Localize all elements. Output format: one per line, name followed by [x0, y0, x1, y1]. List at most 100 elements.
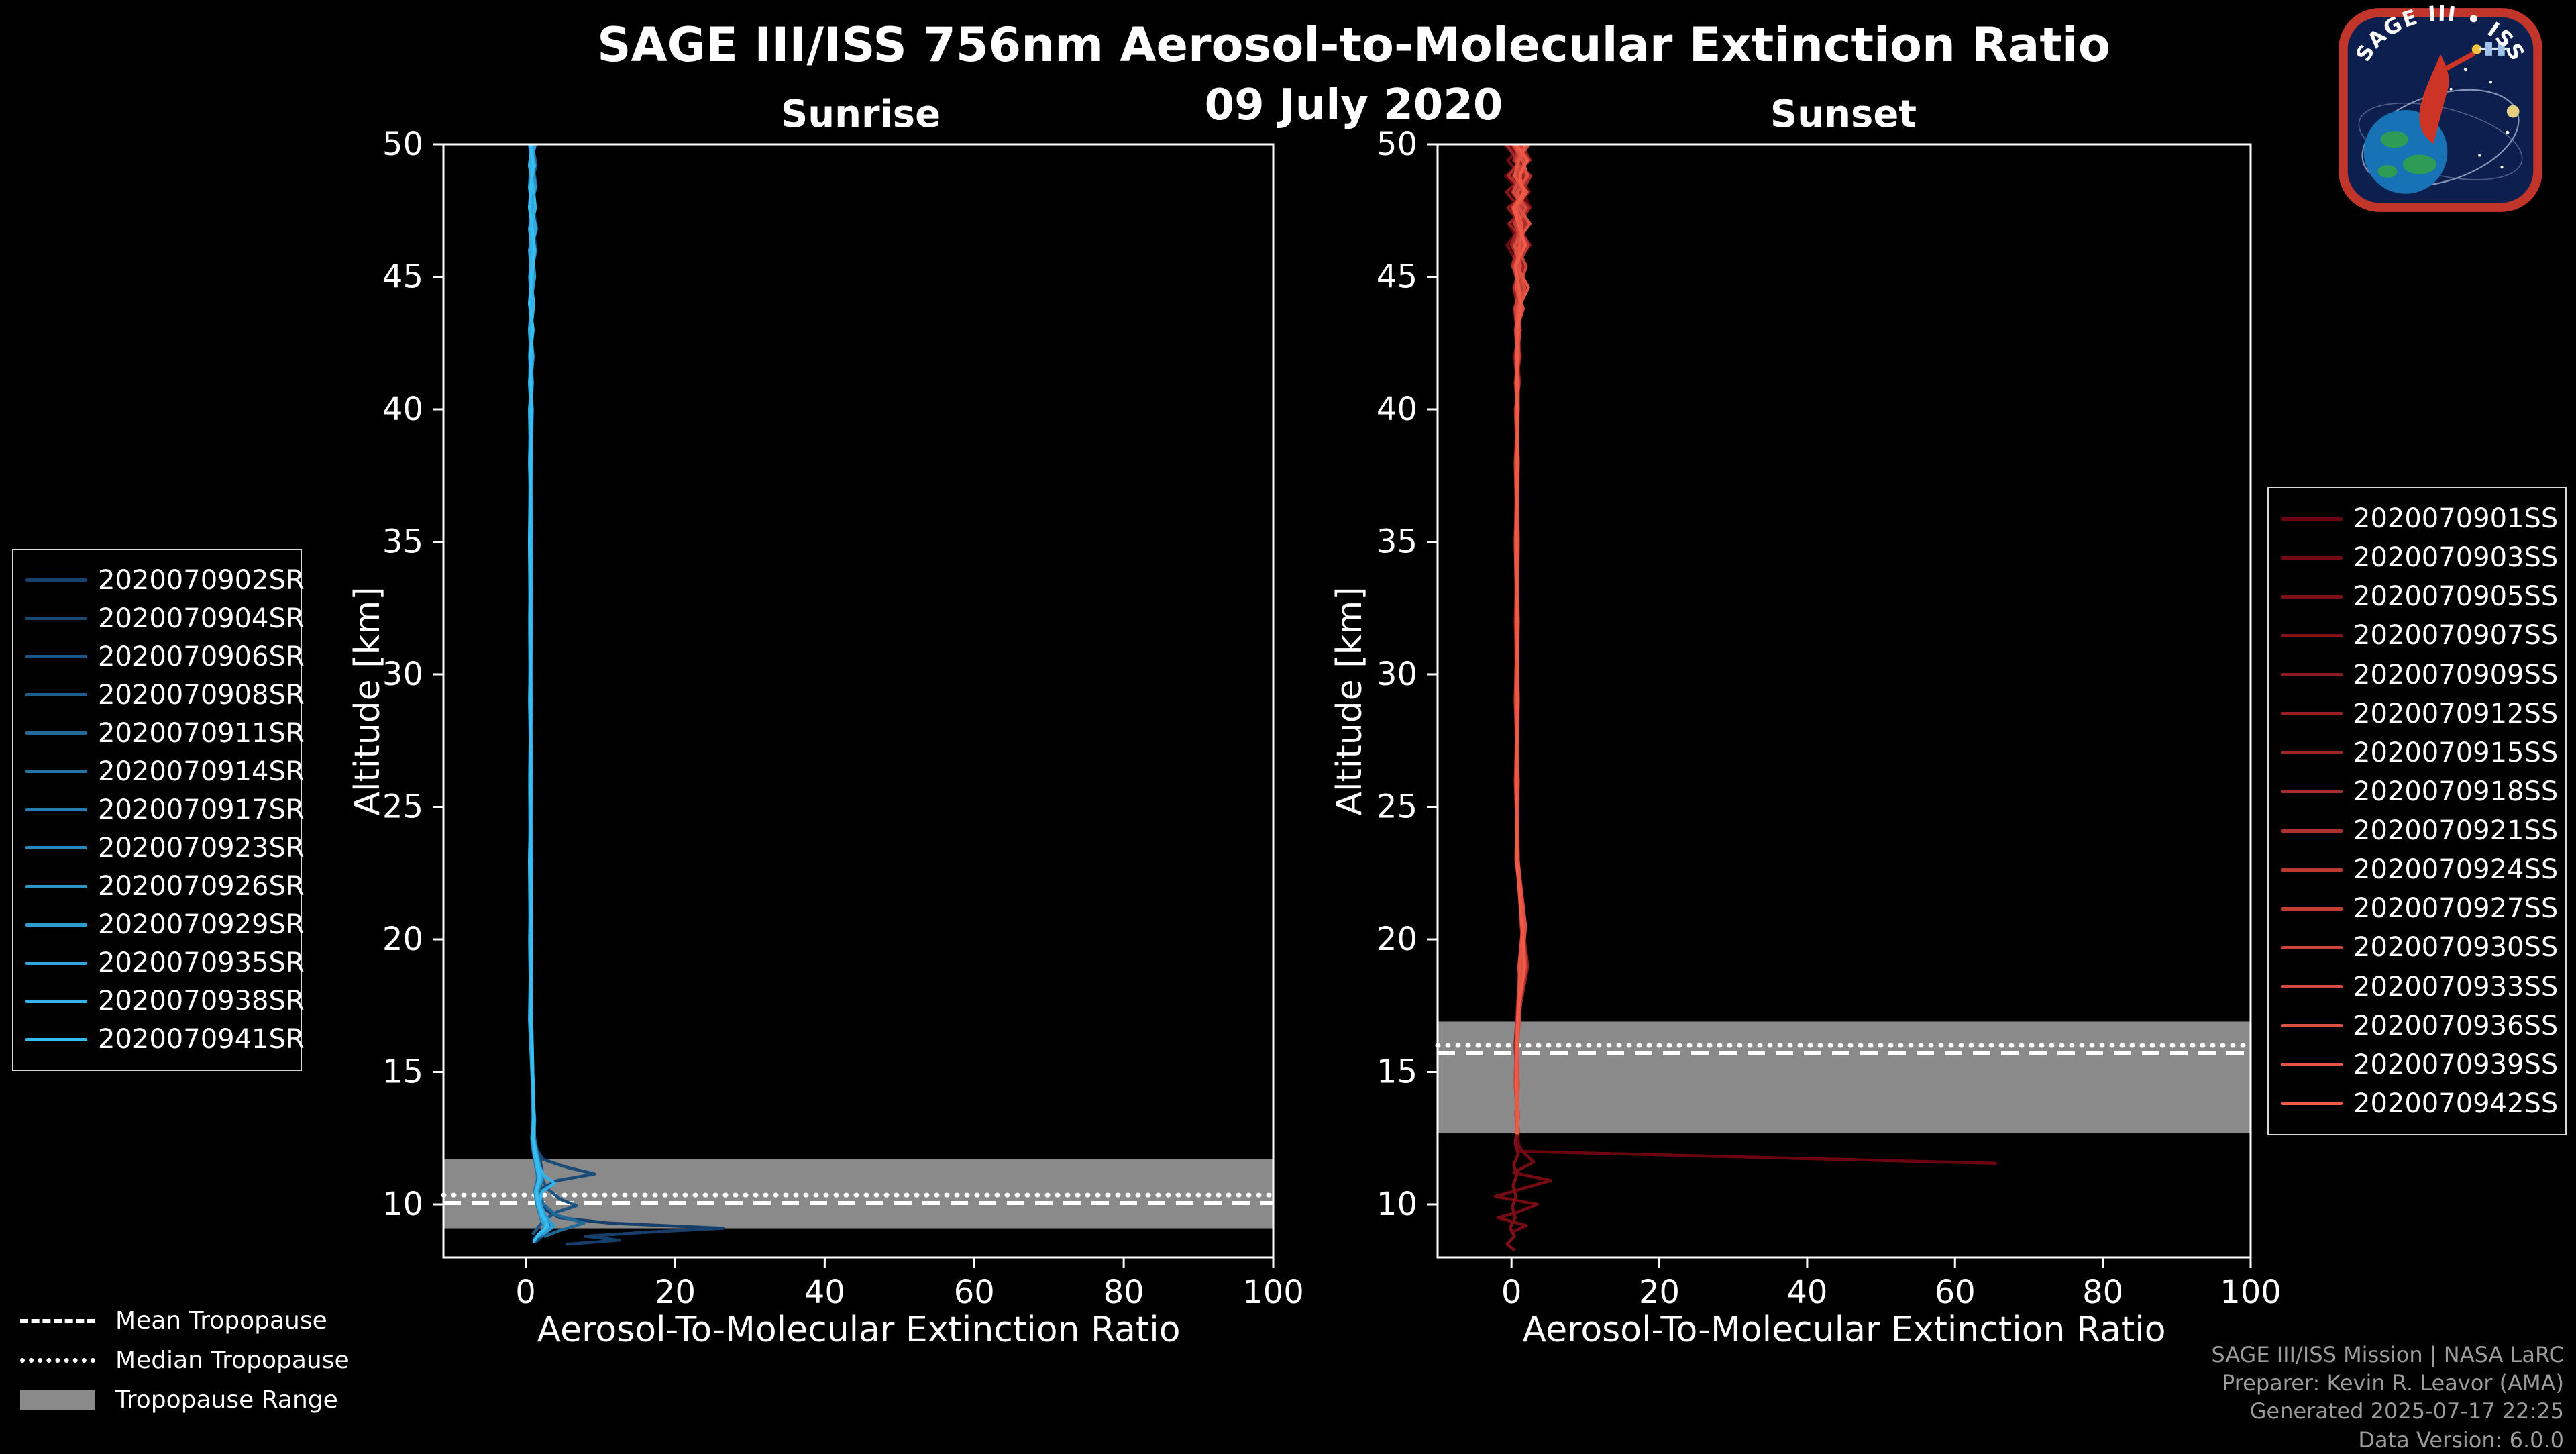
legend-item-label: 2020070933SS: [2353, 971, 2559, 1002]
legend-item: 2020070926SR: [25, 871, 305, 902]
legend-item-label: 2020070904SR: [98, 603, 305, 634]
y-tick-label: 20: [1377, 921, 1417, 958]
legend-line-swatch: [2281, 517, 2343, 521]
credit-preparer: Preparer: Kevin R. Leavor (AMA): [2221, 1370, 2564, 1396]
date-subtitle: 09 July 2020: [1204, 81, 1503, 130]
legend-item-label: 2020070905SS: [2353, 581, 2559, 613]
legend-item: 2020070908SR: [25, 680, 305, 711]
legend-item-label: 2020070941SR: [98, 1024, 305, 1055]
legend-item: 2020070929SR: [25, 909, 305, 940]
legend-item-label: 2020070907SS: [2353, 620, 2559, 652]
legend-item: 2020070915SS: [2281, 737, 2558, 768]
legend-line-swatch: [2281, 1063, 2343, 1067]
x-tick-label: 40: [804, 1274, 845, 1311]
legend-item: 2020070911SR: [25, 718, 305, 749]
x-tick-label: 60: [1935, 1274, 1976, 1311]
legend-line-swatch: [25, 999, 87, 1003]
legend-item: 2020070939SS: [2281, 1049, 2558, 1080]
logo-iss: [2479, 42, 2510, 56]
y-tick-label: 35: [382, 523, 423, 561]
legend-item: 2020070927SS: [2281, 893, 2558, 924]
y-tick-label: 50: [1377, 125, 1417, 163]
y-tick-label: 25: [382, 788, 423, 826]
tropopause-legend: Mean Tropopause Median Tropopause Tropop…: [20, 1307, 350, 1414]
sunrise-x-axis-label: Aerosol-To-Molecular Extinction Ratio: [537, 1310, 1181, 1350]
legend-item: 2020070902SR: [25, 565, 305, 596]
x-tick-label: 100: [1242, 1274, 1304, 1311]
legend-item-label: 2020070911SR: [98, 717, 305, 749]
legend-item: 2020070906SR: [25, 641, 305, 672]
sage-iii-iss-logo: SAGE III • ISS: [2339, 5, 2542, 212]
x-tick-label: 40: [1786, 1274, 1827, 1311]
plot-border: [1436, 143, 2252, 1259]
legend-line-swatch: [2281, 1024, 2343, 1028]
legend-item: 2020070907SS: [2281, 620, 2558, 651]
legend-line-swatch: [2281, 594, 2343, 599]
profile-line-2020070904SR: [527, 144, 596, 1243]
legend-item: 2020070901SS: [2281, 503, 2558, 534]
legend-item: 2020070914SR: [25, 756, 305, 787]
logo-torch-flame: [2471, 44, 2482, 54]
legend-item-label: 2020070901SS: [2353, 503, 2559, 535]
legend-line-swatch: [2281, 829, 2343, 833]
legend-item: 2020070918SS: [2281, 776, 2558, 807]
y-tick-label: 45: [1377, 258, 1417, 296]
sunset-panel-title: Sunset: [1770, 93, 1917, 136]
logo-moon: [2506, 105, 2520, 118]
y-tick-label: 30: [1377, 656, 1417, 693]
legend-item: 2020070912SS: [2281, 698, 2558, 729]
legend-item-label: 2020070936SS: [2353, 1010, 2559, 1041]
legend-line-swatch: [25, 617, 87, 621]
legend-item: 2020070933SS: [2281, 972, 2558, 1002]
legend-line-swatch: [2281, 868, 2343, 872]
legend-item-label: 2020070912SS: [2353, 698, 2559, 729]
tropopause-range-legend-item: Tropopause Range: [20, 1386, 350, 1414]
legend-item-label: 2020070914SR: [98, 756, 305, 787]
y-tick-label: 35: [1377, 523, 1417, 561]
credit-generated: Generated 2025-07-17 22:25: [2249, 1398, 2564, 1424]
legend-item: 2020070904SR: [25, 603, 305, 634]
y-tick-label: 15: [382, 1053, 423, 1091]
y-tick-label: 10: [1377, 1186, 1417, 1223]
legend-item: 2020070941SR: [25, 1024, 305, 1055]
legend-item-label: 2020070921SS: [2353, 815, 2559, 847]
legend-item-label: 2020070929SR: [98, 909, 305, 941]
legend-line-swatch: [2281, 751, 2343, 755]
y-tick-label: 40: [1377, 391, 1417, 428]
legend-item: 2020070924SS: [2281, 854, 2558, 885]
legend-line-swatch: [25, 655, 87, 659]
legend-line-swatch: [2281, 906, 2343, 911]
x-tick-label: 20: [655, 1274, 696, 1311]
y-tick-label: 25: [1377, 788, 1417, 826]
legend-line-swatch: [25, 884, 87, 888]
legend-item: 2020070905SS: [2281, 581, 2558, 612]
legend-item: 2020070938SR: [25, 986, 305, 1017]
legend-item-label: 2020070908SR: [98, 679, 305, 711]
legend-line-swatch: [2281, 985, 2343, 989]
median-tropopause-legend-item: Median Tropopause: [20, 1347, 350, 1374]
legend-item-label: 2020070903SS: [2353, 542, 2559, 574]
x-tick-label: 20: [1639, 1274, 1680, 1311]
y-tick-label: 30: [382, 656, 423, 693]
mean-tropopause-dash-swatch: [20, 1318, 95, 1323]
legend-item: 2020070923SR: [25, 833, 305, 864]
credits-block: SAGE III/ISS Mission | NASA LaRC Prepare…: [2211, 1341, 2564, 1454]
legend-line-swatch: [2281, 633, 2343, 637]
legend-line-swatch: [25, 578, 87, 582]
y-tick-label: 40: [382, 391, 423, 428]
legend-item: 2020070942SS: [2281, 1088, 2558, 1119]
legend-line-swatch: [2281, 945, 2343, 949]
x-tick-label: 0: [515, 1274, 536, 1311]
legend-item: 2020070935SR: [25, 947, 305, 978]
profile-line-2020070901SS: [1504, 144, 1998, 1165]
legend-line-swatch: [25, 923, 87, 927]
credit-data-version: Data Version: 6.0.0: [2358, 1426, 2564, 1453]
legend-item: 2020070930SS: [2281, 932, 2558, 963]
x-tick-label: 60: [954, 1274, 995, 1311]
sunrise-panel: 0 20 40 60 80 100 10 15 20 25 30 35 40 45 50: [382, 125, 1304, 1311]
profile-line-2020070941SR: [527, 144, 550, 1243]
legend-item: 2020070921SS: [2281, 815, 2558, 846]
legend-item-label: 2020070923SR: [98, 832, 305, 864]
y-tick-label: 45: [382, 258, 423, 296]
mean-tropopause-label: Mean Tropopause: [115, 1307, 327, 1335]
